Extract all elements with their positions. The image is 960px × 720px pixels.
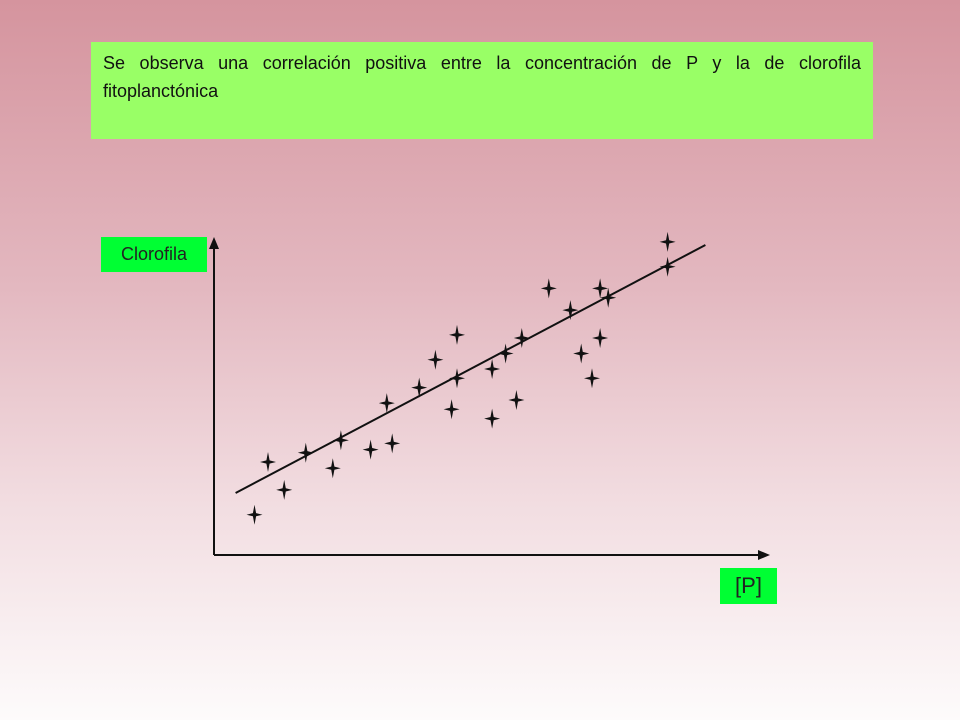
data-point [443, 399, 460, 420]
data-point [513, 328, 530, 348]
data-point [540, 278, 557, 299]
data-point [600, 287, 617, 308]
data-point [276, 479, 293, 500]
data-point [592, 328, 609, 348]
points-group [246, 231, 676, 525]
observation-text: Se observa una correlación positiva entr… [103, 53, 861, 101]
observation-note: Se observa una correlación positiva entr… [91, 42, 873, 139]
data-point [324, 458, 341, 479]
y-axis-arrow [209, 237, 219, 249]
trendline-group [235, 244, 706, 494]
data-point [484, 359, 501, 379]
data-point [592, 278, 609, 299]
data-point [484, 408, 501, 429]
data-point [562, 300, 579, 321]
data-point [246, 504, 263, 525]
data-point [297, 442, 314, 463]
data-point [584, 368, 600, 389]
data-point [384, 433, 401, 454]
data-point [497, 343, 514, 364]
data-point [362, 439, 379, 460]
x-axis-label: [P] [720, 568, 777, 604]
x-axis-arrow [758, 550, 770, 560]
data-point [427, 349, 444, 370]
y-axis-label: Clorofila [101, 237, 207, 272]
data-point [411, 377, 428, 398]
data-point [449, 324, 465, 345]
data-point [659, 256, 676, 277]
data-point [573, 343, 590, 364]
trendline [235, 244, 706, 494]
data-point [332, 430, 349, 451]
data-point [260, 452, 276, 472]
data-point [449, 368, 465, 389]
data-point [659, 231, 676, 252]
data-point [508, 390, 525, 410]
axes [209, 237, 770, 560]
data-point [378, 393, 395, 414]
